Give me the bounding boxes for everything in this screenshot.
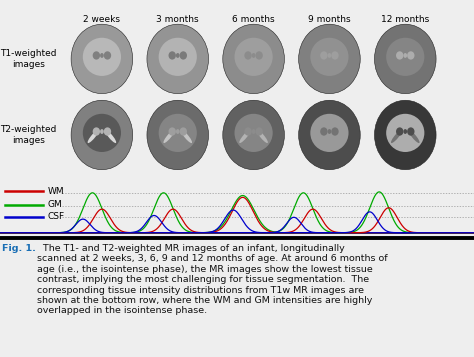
Text: CSF: CSF: [47, 212, 64, 221]
Ellipse shape: [245, 51, 252, 60]
Ellipse shape: [332, 130, 344, 143]
Text: 9 months: 9 months: [308, 15, 351, 24]
Ellipse shape: [386, 38, 424, 76]
Ellipse shape: [256, 130, 268, 143]
Text: WM: WM: [47, 187, 64, 196]
Ellipse shape: [176, 129, 180, 134]
Ellipse shape: [71, 100, 133, 170]
Ellipse shape: [93, 51, 100, 60]
Ellipse shape: [408, 130, 419, 143]
Ellipse shape: [396, 51, 403, 60]
Ellipse shape: [239, 130, 251, 143]
Ellipse shape: [255, 127, 263, 136]
Ellipse shape: [245, 127, 252, 136]
Ellipse shape: [252, 53, 255, 58]
Ellipse shape: [252, 129, 255, 134]
Ellipse shape: [374, 100, 436, 170]
Text: T2-weighted
images: T2-weighted images: [0, 125, 56, 145]
Ellipse shape: [391, 130, 402, 143]
Ellipse shape: [403, 53, 407, 58]
Ellipse shape: [299, 100, 360, 170]
Text: GM: GM: [47, 200, 62, 209]
Ellipse shape: [181, 130, 192, 143]
Ellipse shape: [320, 127, 328, 136]
Ellipse shape: [159, 114, 197, 152]
Ellipse shape: [407, 127, 414, 136]
Ellipse shape: [169, 51, 176, 60]
Ellipse shape: [104, 127, 111, 136]
Ellipse shape: [315, 130, 327, 143]
Ellipse shape: [88, 130, 99, 143]
Text: 12 months: 12 months: [381, 15, 429, 24]
Ellipse shape: [93, 127, 100, 136]
Ellipse shape: [147, 100, 209, 170]
Ellipse shape: [310, 38, 348, 76]
Ellipse shape: [299, 24, 360, 94]
Text: 3 months: 3 months: [156, 15, 199, 24]
Ellipse shape: [223, 100, 284, 170]
Ellipse shape: [386, 114, 424, 152]
Ellipse shape: [396, 127, 403, 136]
Ellipse shape: [104, 51, 111, 60]
Ellipse shape: [320, 51, 328, 60]
Ellipse shape: [105, 130, 116, 143]
Ellipse shape: [100, 53, 104, 58]
Ellipse shape: [169, 127, 176, 136]
Text: The T1- and T2-weighted MR images of an infant, longitudinally
scanned at 2 week: The T1- and T2-weighted MR images of an …: [37, 244, 388, 316]
Ellipse shape: [164, 130, 175, 143]
Ellipse shape: [310, 114, 348, 152]
Ellipse shape: [328, 129, 331, 134]
Ellipse shape: [331, 127, 338, 136]
Ellipse shape: [147, 24, 209, 94]
Ellipse shape: [407, 51, 414, 60]
Ellipse shape: [180, 127, 187, 136]
Text: 2 weeks: 2 weeks: [83, 15, 120, 24]
Ellipse shape: [176, 53, 180, 58]
Ellipse shape: [255, 51, 263, 60]
Text: 6 months: 6 months: [232, 15, 275, 24]
Ellipse shape: [223, 24, 284, 94]
Ellipse shape: [100, 129, 104, 134]
Ellipse shape: [235, 114, 273, 152]
Ellipse shape: [331, 51, 338, 60]
Ellipse shape: [83, 114, 121, 152]
Ellipse shape: [159, 38, 197, 76]
Ellipse shape: [403, 129, 407, 134]
Ellipse shape: [374, 24, 436, 94]
Ellipse shape: [235, 38, 273, 76]
Text: Fig. 1.: Fig. 1.: [2, 244, 36, 253]
Text: T1-weighted
images: T1-weighted images: [0, 49, 57, 69]
Ellipse shape: [71, 24, 133, 94]
Ellipse shape: [328, 53, 331, 58]
Ellipse shape: [83, 38, 121, 76]
Ellipse shape: [180, 51, 187, 60]
